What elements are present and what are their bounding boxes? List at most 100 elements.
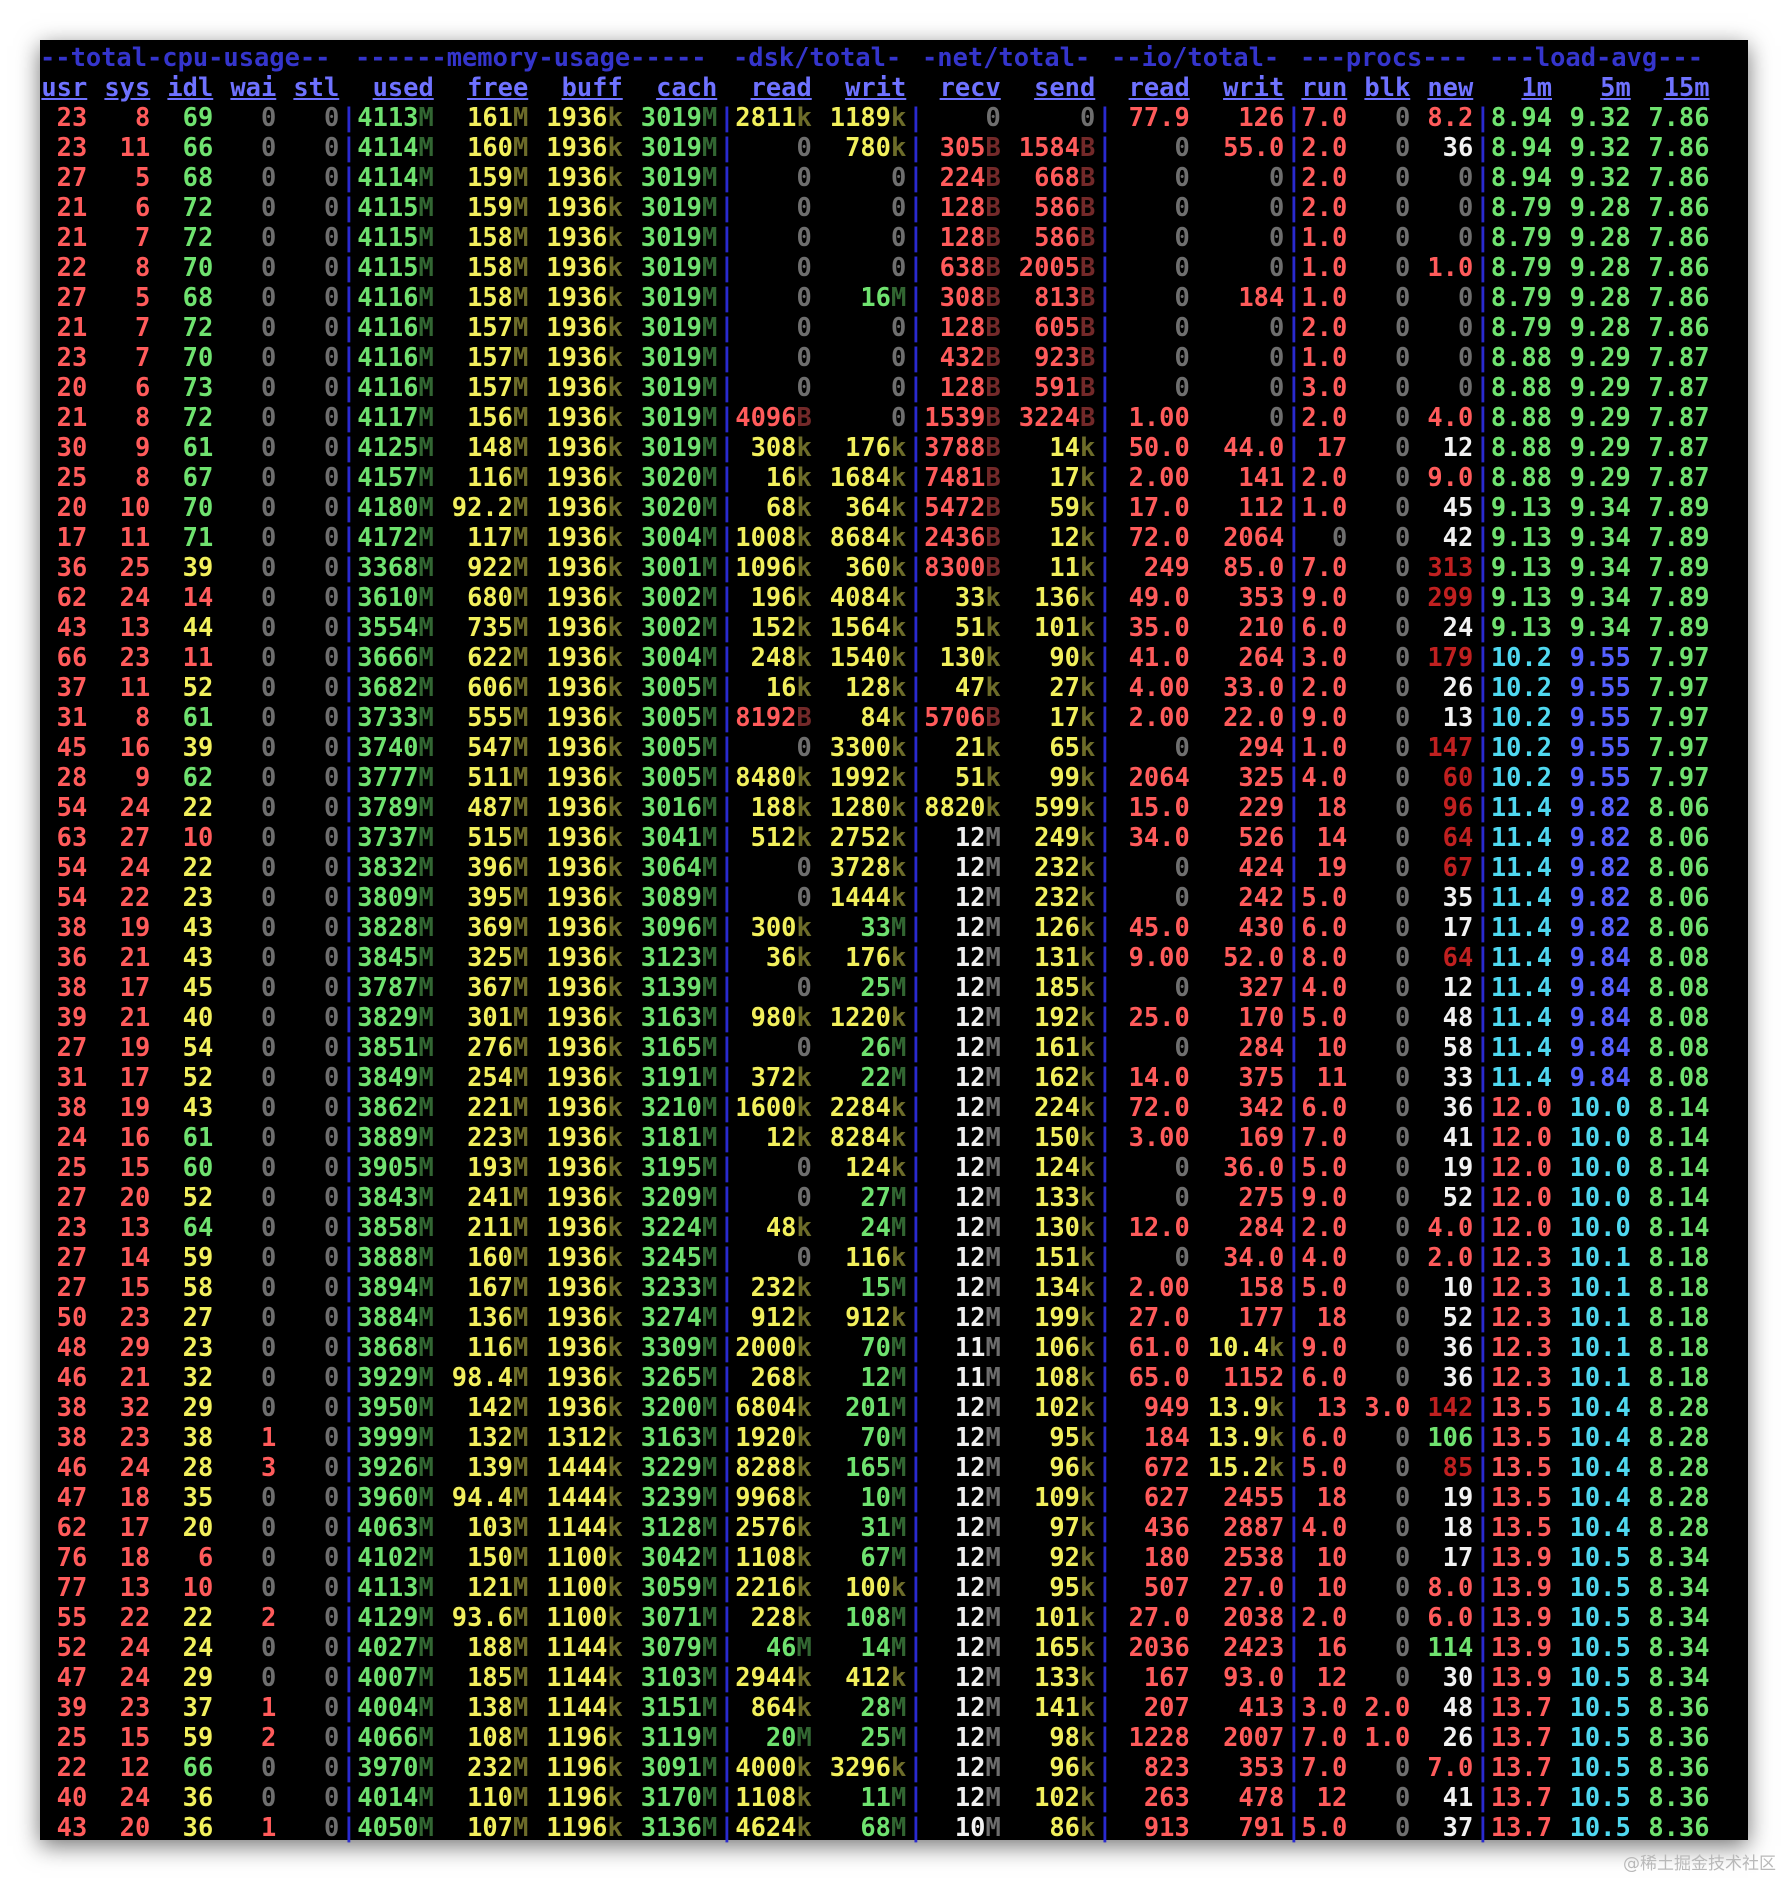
data-row: 76 18 6 0 0 | 4102M 150M 1100k 3042M | 1108k 67M | 12M…	[40, 1542, 1748, 1572]
value-cell: 232k	[1034, 852, 1096, 882]
value-cell: 263	[1143, 1782, 1190, 1812]
value-cell: 43	[56, 612, 88, 642]
column-separator: |	[1475, 1662, 1491, 1692]
value-cell: 13.7	[1490, 1782, 1552, 1812]
value-cell: 24	[119, 1662, 151, 1692]
value-cell: 864k	[750, 1692, 812, 1722]
value-cell: 0	[323, 612, 340, 642]
value-cell: 2038	[1223, 1602, 1285, 1632]
value-cell: 1	[260, 1812, 277, 1842]
value-cell: 108M	[845, 1602, 907, 1632]
value-cell: 7.89	[1648, 582, 1710, 612]
value-cell: 0	[1457, 192, 1474, 222]
data-row: 39 21 40 0 0 | 3829M 301M 1936k 3163M | 980k 1220k | 1…	[40, 1002, 1748, 1032]
value-cell: 2064	[1128, 762, 1190, 792]
column-separator: |	[341, 1782, 357, 1812]
column-separator: |	[1286, 1572, 1302, 1602]
value-cell: 12.3	[1490, 1272, 1552, 1302]
value-cell: 43	[56, 1812, 88, 1842]
value-cell: 0	[323, 1482, 340, 1512]
value-cell: 7.89	[1648, 612, 1710, 642]
value-cell: 11	[1316, 1062, 1348, 1092]
value-cell: 36	[182, 1812, 214, 1842]
value-cell: 10.2	[1490, 672, 1552, 702]
value-cell: 23	[119, 1302, 151, 1332]
value-cell: 31	[56, 1062, 88, 1092]
value-cell: 375	[1238, 1062, 1285, 1092]
value-cell: 39	[182, 732, 214, 762]
value-cell: 254M	[467, 1062, 529, 1092]
value-cell: 4007M	[357, 1662, 434, 1692]
value-cell: 0	[323, 432, 340, 462]
value-cell: 0	[1394, 762, 1411, 792]
value-cell: 9.13	[1490, 582, 1552, 612]
column-separator: |	[341, 1362, 357, 1392]
value-cell: 27M	[860, 1182, 907, 1212]
value-cell: 0	[1174, 1152, 1190, 1182]
value-cell: 165M	[845, 1452, 907, 1482]
data-row: 77 13 10 0 0 | 4113M 121M 1100k 3059M | 2216k 100k | 1…	[40, 1572, 1748, 1602]
column-header: used	[372, 72, 434, 102]
value-cell: 3666M	[357, 642, 434, 672]
value-cell: 0	[1394, 732, 1411, 762]
value-cell: 33	[1442, 1062, 1474, 1092]
value-cell: 0	[1174, 1242, 1190, 1272]
value-cell: 6.0	[1301, 612, 1348, 642]
value-cell: 23	[56, 132, 88, 162]
value-cell: 9.34	[1569, 492, 1631, 522]
value-cell: 27.0	[1128, 1302, 1190, 1332]
data-row: 24 16 61 0 0 | 3889M 223M 1936k 3181M | 12k 8284k | 12…	[40, 1122, 1748, 1152]
column-separator: |	[1475, 1152, 1491, 1182]
value-cell: 12M	[954, 1302, 1001, 1332]
value-cell: 3016M	[640, 792, 718, 822]
data-row: 27 14 59 0 0 | 3888M 160M 1936k 3245M | 0 116k | 12M 15…	[40, 1242, 1748, 1272]
column-separator: |	[719, 312, 735, 342]
value-cell: 0	[260, 1332, 277, 1362]
value-cell: 3926M	[357, 1452, 434, 1482]
value-cell: 1100k	[546, 1572, 623, 1602]
value-cell: 22M	[860, 1062, 907, 1092]
value-cell: 10.4	[1569, 1422, 1631, 1452]
column-separator: |	[908, 552, 924, 582]
value-cell: 0	[1394, 1752, 1411, 1782]
value-cell: 94.4M	[451, 1482, 529, 1512]
column-header: idl	[167, 72, 214, 102]
value-cell: 8.79	[1490, 252, 1552, 282]
value-cell: 3.0	[1301, 1692, 1348, 1722]
value-cell: 1936k	[546, 102, 623, 132]
data-row: 28 9 62 0 0 | 3777M 511M 1936k 3005M | 8480k 1992k | 5…	[40, 762, 1748, 792]
value-cell: 1100k	[546, 1602, 623, 1632]
value-cell: 1.0	[1301, 252, 1348, 282]
value-cell: 131k	[1034, 942, 1096, 972]
value-cell: 30	[1442, 1662, 1474, 1692]
value-cell: 507	[1143, 1572, 1190, 1602]
value-cell: 0	[890, 312, 907, 342]
column-separator: |	[719, 252, 735, 282]
value-cell: 13.7	[1490, 1722, 1552, 1752]
value-cell: 25M	[860, 1722, 907, 1752]
value-cell: 7.86	[1648, 282, 1710, 312]
value-cell: 62	[56, 1512, 88, 1542]
value-cell: 3554M	[357, 612, 434, 642]
value-cell: 29	[119, 1332, 151, 1362]
value-cell: 9.55	[1569, 672, 1631, 702]
value-cell: 28M	[860, 1692, 907, 1722]
value-cell: 1936k	[546, 1302, 623, 1332]
value-cell: 0	[260, 432, 277, 462]
value-cell: 24	[56, 1122, 88, 1152]
value-cell: 3002M	[640, 582, 718, 612]
value-cell: 3889M	[357, 1122, 434, 1152]
value-cell: 61	[182, 432, 214, 462]
value-cell: 8.36	[1648, 1722, 1710, 1752]
value-cell: 10.4	[1569, 1482, 1631, 1512]
value-cell: 27	[56, 282, 88, 312]
value-cell: 327	[1238, 972, 1285, 1002]
data-row: 23 8 69 0 0 | 4113M 161M 1936k 3019M | 2811k 1189k | 0…	[40, 102, 1748, 132]
value-cell: 39	[56, 1692, 88, 1722]
column-separator: |	[341, 1482, 357, 1512]
value-cell: 7.87	[1648, 402, 1710, 432]
value-cell: 10.2	[1490, 762, 1552, 792]
column-separator: |	[1286, 1092, 1302, 1122]
value-cell: 112	[1238, 492, 1285, 522]
value-cell: 48	[1442, 1692, 1474, 1722]
